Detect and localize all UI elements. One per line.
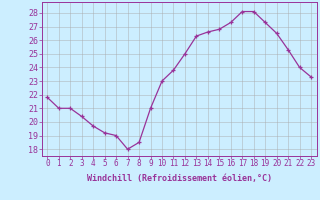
X-axis label: Windchill (Refroidissement éolien,°C): Windchill (Refroidissement éolien,°C) bbox=[87, 174, 272, 183]
